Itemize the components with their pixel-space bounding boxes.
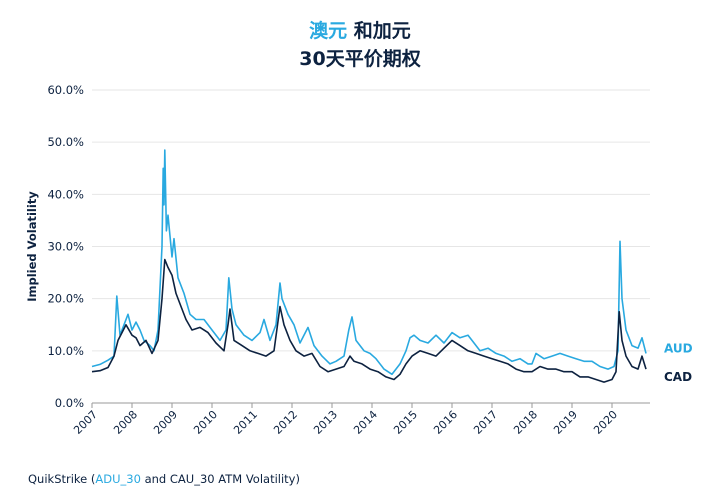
y-axis-label: Implied Volatility [25,191,39,302]
x-axis-ticks: 2007 2008 2009 2010 2011 2012 2013 2014 2015 2016… [71,403,620,437]
chart-title-line2: 30天平价期权 [299,48,421,70]
x-tick-label: 2020 [591,408,620,437]
legend-label-aud: AUD [664,341,693,355]
x-tick-label: 2012 [271,408,300,437]
legend: AUD CAD [664,341,693,384]
y-tick-label: 10.0% [47,344,84,358]
y-tick-label: 20.0% [47,292,84,306]
x-tick-label: 2011 [231,408,260,437]
x-tick-label: 2014 [351,408,380,437]
x-tick-label: 2016 [431,408,460,437]
y-tick-label: 50.0% [47,135,84,149]
volatility-chart: 0.0%10.0%20.0%30.0%40.0%50.0%60.0% 2007 2… [25,83,693,437]
x-tick-label: 2017 [471,408,500,437]
title-aud-label: 澳元 [309,20,348,42]
x-tick-label: 2019 [551,408,580,437]
x-tick-label: 2010 [191,408,220,437]
source-suffix: and CAU_30 ATM Volatility) [140,472,300,486]
x-tick-label: 2018 [511,408,540,437]
source-prefix: QuikStrike ( [28,472,96,486]
title-cad-label: 和加元 [347,20,411,42]
y-tick-label: 60.0% [47,83,84,97]
gridlines [92,89,650,404]
x-tick-label: 2009 [151,408,180,437]
y-tick-label: 30.0% [47,240,84,254]
series-line-aud [91,149,647,376]
y-tick-label: 0.0% [55,396,84,410]
x-tick-label: 2013 [311,408,340,437]
source-aud-code: ADU_30 [95,472,141,486]
x-tick-label: 2008 [111,408,140,437]
chart-title-line1: 澳元 和加元 [0,16,720,43]
source-note: QuikStrike (ADU_30 and CAU_30 ATM Volati… [28,472,300,486]
legend-label-cad: CAD [664,370,692,384]
x-tick-label: 2015 [391,408,420,437]
y-axis-ticks: 0.0% 10.0% 20.0% 30.0% 40.0% 50.0% 60.0% [47,83,84,410]
y-tick-label: 40.0% [47,187,84,201]
series-line-cad [91,258,647,383]
x-tick-label: 2007 [71,408,100,437]
series-lines [91,149,647,383]
